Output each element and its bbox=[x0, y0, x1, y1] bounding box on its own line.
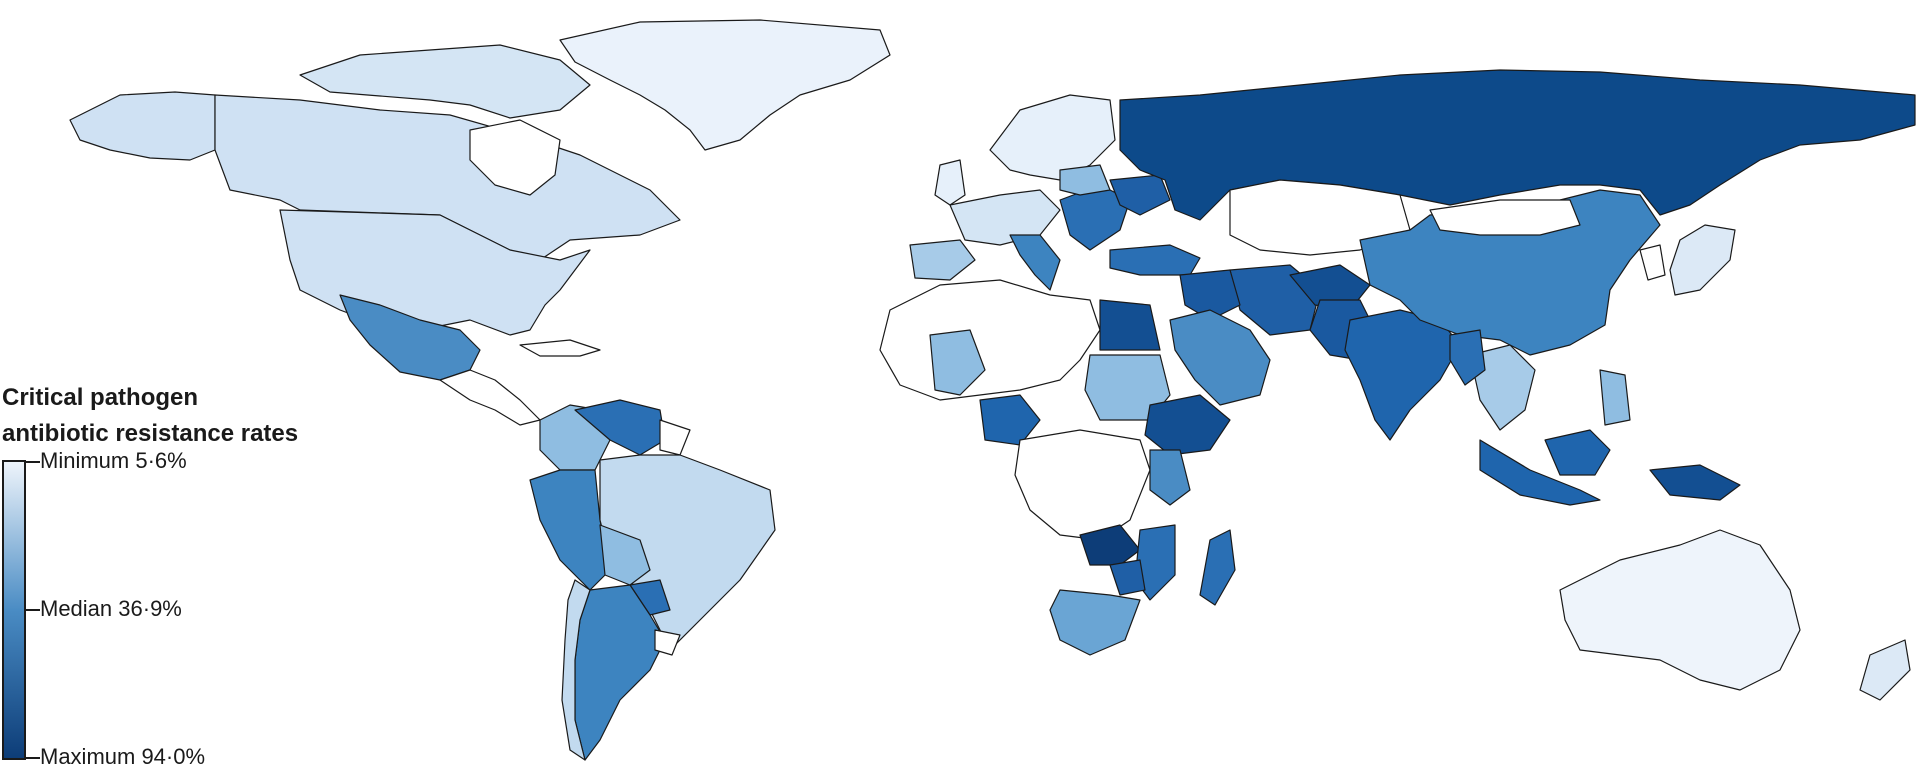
region-turkey[interactable] bbox=[1109, 244, 1201, 276]
region-chile[interactable] bbox=[561, 579, 591, 761]
region-afghanistan[interactable] bbox=[1289, 264, 1371, 311]
region-uruguay[interactable] bbox=[654, 629, 681, 656]
region-kenya[interactable] bbox=[1149, 449, 1191, 506]
region-nigeria[interactable] bbox=[979, 394, 1041, 446]
region-madagascar[interactable] bbox=[1199, 529, 1236, 606]
region-indonesia[interactable] bbox=[1479, 439, 1601, 506]
region-zimbabwe[interactable] bbox=[1109, 559, 1146, 596]
region-mongolia[interactable] bbox=[1429, 199, 1581, 236]
region-poland-baltics[interactable] bbox=[1059, 164, 1111, 196]
region-central-america[interactable] bbox=[439, 369, 541, 426]
region-papua[interactable] bbox=[1649, 464, 1741, 501]
legend-tick-min bbox=[26, 461, 40, 463]
region-caribbean[interactable] bbox=[519, 339, 601, 357]
region-se-asia[interactable] bbox=[1469, 344, 1536, 431]
region-zambia[interactable] bbox=[1079, 524, 1141, 566]
region-myanmar[interactable] bbox=[1449, 329, 1486, 386]
legend-tick-median bbox=[26, 609, 40, 611]
legend-title-line-1: Critical pathogen bbox=[2, 384, 199, 411]
region-saudi[interactable] bbox=[1169, 309, 1271, 406]
region-borneo[interactable] bbox=[1544, 429, 1611, 476]
region-canada-islands[interactable] bbox=[299, 44, 591, 119]
region-canada[interactable] bbox=[214, 94, 681, 261]
region-japan[interactable] bbox=[1669, 224, 1736, 296]
region-india[interactable] bbox=[1344, 309, 1461, 441]
region-bolivia[interactable] bbox=[599, 524, 651, 586]
region-iraq-syria[interactable] bbox=[1179, 269, 1241, 321]
legend-tick-max bbox=[26, 757, 40, 759]
region-mali[interactable] bbox=[929, 329, 986, 396]
region-south-africa[interactable] bbox=[1049, 589, 1141, 656]
region-italy[interactable] bbox=[1009, 234, 1061, 291]
region-iberia[interactable] bbox=[909, 239, 976, 281]
region-ukraine[interactable] bbox=[1109, 174, 1171, 216]
region-peru[interactable] bbox=[529, 469, 611, 591]
legend-title: Critical pathogen antibiotic resistance … bbox=[2, 380, 298, 452]
region-new-zealand[interactable] bbox=[1859, 639, 1911, 701]
region-uk[interactable] bbox=[934, 159, 966, 206]
region-philippines[interactable] bbox=[1599, 369, 1631, 426]
legend-color-scale bbox=[2, 460, 26, 760]
region-central-africa[interactable] bbox=[1014, 429, 1151, 541]
region-australia[interactable] bbox=[1559, 529, 1801, 691]
region-north-africa[interactable] bbox=[879, 279, 1101, 401]
region-western-europe[interactable] bbox=[949, 189, 1061, 246]
region-egypt[interactable] bbox=[1099, 299, 1161, 351]
legend-title-line-2: antibiotic resistance rates bbox=[2, 420, 299, 447]
region-korea[interactable] bbox=[1639, 244, 1666, 281]
region-hudson-bay bbox=[469, 119, 561, 196]
region-scandinavia[interactable] bbox=[989, 94, 1116, 181]
region-greenland[interactable] bbox=[559, 19, 891, 151]
region-russia[interactable] bbox=[1119, 69, 1916, 221]
region-guianas[interactable] bbox=[659, 419, 691, 456]
legend-median-label: Median 36·9% bbox=[40, 596, 182, 621]
region-ethiopia[interactable] bbox=[1144, 394, 1231, 456]
region-alaska[interactable] bbox=[69, 91, 216, 161]
legend-max-label: Maximum 94·0% bbox=[40, 744, 206, 769]
legend-min-label: Minimum 5·6% bbox=[40, 448, 187, 473]
